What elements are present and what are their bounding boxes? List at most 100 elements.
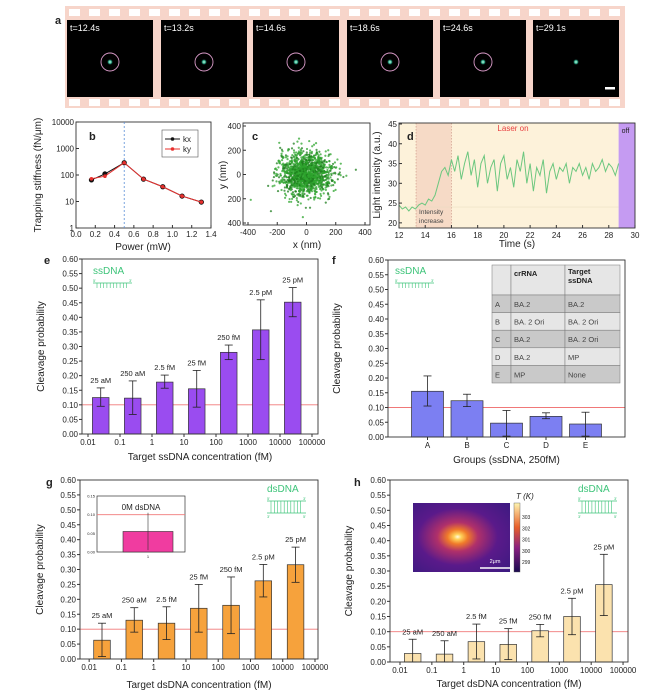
y-tick-label: 0.55 bbox=[62, 270, 78, 279]
scatter-point bbox=[338, 167, 341, 170]
scatter-point bbox=[299, 202, 302, 205]
scatter-point bbox=[293, 151, 296, 154]
plot-frame bbox=[398, 122, 636, 229]
scatter-point bbox=[327, 149, 330, 152]
scatter-point bbox=[313, 189, 316, 192]
legend bbox=[161, 129, 199, 158]
scatter-point bbox=[324, 154, 327, 157]
table-cell-text: None bbox=[568, 370, 586, 379]
x-tick-label: 100 bbox=[209, 438, 223, 447]
scatter-point bbox=[330, 172, 333, 175]
y-tick-label: 0.55 bbox=[370, 491, 386, 500]
scatter-point bbox=[296, 162, 299, 165]
y-tick-label: 400 bbox=[228, 122, 242, 131]
y-tick-label: 0.25 bbox=[62, 357, 78, 366]
y-tick-label: 0.50 bbox=[368, 286, 384, 295]
y-tick-label: 10000 bbox=[52, 118, 75, 127]
scatter-point bbox=[307, 190, 310, 193]
sprocket-hole bbox=[169, 9, 180, 16]
x-tick-label: 10000 bbox=[269, 438, 292, 447]
scatter-point bbox=[290, 165, 293, 168]
y-tick-label: 0.05 bbox=[62, 415, 78, 424]
scatter-point bbox=[302, 174, 305, 177]
three-prime-label: 3' bbox=[431, 278, 434, 283]
y-tick-label: 35 bbox=[388, 160, 397, 169]
scatter-point bbox=[320, 174, 323, 177]
scatter-point bbox=[303, 168, 306, 171]
sprocket-hole bbox=[469, 99, 480, 106]
scatter-point bbox=[311, 145, 314, 148]
y-tick-label: 30 bbox=[388, 179, 397, 188]
scatter-point bbox=[284, 194, 288, 197]
sprocket-hole bbox=[129, 9, 140, 16]
scatter-point bbox=[289, 169, 292, 172]
scatter-point bbox=[326, 192, 330, 195]
scatter-point bbox=[327, 166, 330, 169]
scatter-point bbox=[322, 192, 325, 195]
y-tick-label: 0.30 bbox=[368, 345, 384, 354]
sprocket-hole bbox=[189, 9, 200, 16]
frame-image bbox=[253, 20, 339, 97]
scatter-point bbox=[272, 171, 276, 174]
sprocket-hole bbox=[329, 9, 340, 16]
x-tick-label: 22 bbox=[526, 231, 535, 240]
sprocket-hole bbox=[229, 99, 240, 106]
scatter-point bbox=[301, 177, 304, 181]
video-frame bbox=[161, 20, 247, 97]
scatter-point bbox=[310, 179, 314, 182]
data-point-ky bbox=[103, 174, 107, 179]
scatter-point bbox=[291, 185, 294, 188]
three-prime-label: 3' bbox=[267, 514, 270, 519]
scatter-point bbox=[303, 163, 306, 166]
scatter-point bbox=[327, 171, 330, 174]
data-label: 2.5 pM bbox=[252, 552, 275, 561]
scatter-point bbox=[285, 184, 289, 187]
frame-image bbox=[67, 20, 153, 97]
scatter-point bbox=[292, 142, 295, 145]
scatter-point bbox=[277, 161, 281, 164]
scatter-point bbox=[307, 186, 310, 189]
five-prime-label: 5' bbox=[267, 496, 270, 501]
sprocket-hole bbox=[189, 99, 200, 106]
inset-y-tick-label: 0.10 bbox=[87, 512, 96, 517]
scatter-point bbox=[290, 156, 294, 160]
scatter-point bbox=[272, 175, 276, 179]
scatter-point bbox=[316, 196, 320, 200]
scatter-point bbox=[305, 194, 309, 197]
data-label: 25 pM bbox=[593, 542, 614, 551]
frame-timestamp: t=13.2s bbox=[164, 23, 194, 33]
x-tick-label: 0.1 bbox=[114, 438, 126, 447]
y-tick-label: 25 bbox=[388, 199, 397, 208]
scatter-point bbox=[342, 175, 345, 179]
scatter-point bbox=[286, 190, 290, 193]
scatter-point bbox=[280, 148, 283, 151]
y-tick-label: 0.30 bbox=[370, 567, 386, 576]
colorbar-tick-label: 302 bbox=[522, 526, 531, 532]
scatter-point bbox=[307, 169, 310, 173]
trap-circle bbox=[380, 52, 400, 72]
table-cell-text: BA.2 bbox=[568, 300, 584, 309]
y-tick-label: 200 bbox=[228, 146, 242, 155]
data-label: 25 pM bbox=[282, 276, 303, 285]
sprocket-hole bbox=[109, 9, 120, 16]
scatter-point bbox=[295, 196, 298, 200]
y-tick-label: 0.40 bbox=[368, 315, 384, 324]
scatter-point bbox=[305, 151, 308, 154]
scatter-point bbox=[310, 188, 313, 191]
x-tick-label: 0.01 bbox=[81, 663, 97, 672]
scatter-point bbox=[284, 154, 288, 157]
y-tick-label: 0.15 bbox=[62, 386, 78, 395]
sprocket-hole bbox=[169, 99, 180, 106]
sprocket-hole bbox=[129, 99, 140, 106]
data-point-ky bbox=[141, 177, 146, 181]
y-tick-label: 0.00 bbox=[60, 655, 76, 664]
scatter-point bbox=[302, 190, 305, 193]
scatter-point bbox=[301, 216, 304, 219]
scatter-point bbox=[299, 174, 302, 177]
scatter-point bbox=[336, 158, 339, 161]
panel-letter: f bbox=[332, 255, 336, 267]
scatter-point bbox=[312, 156, 315, 159]
scatter-point bbox=[249, 198, 252, 201]
scatter-point bbox=[280, 159, 284, 162]
scatter-point bbox=[316, 152, 319, 156]
